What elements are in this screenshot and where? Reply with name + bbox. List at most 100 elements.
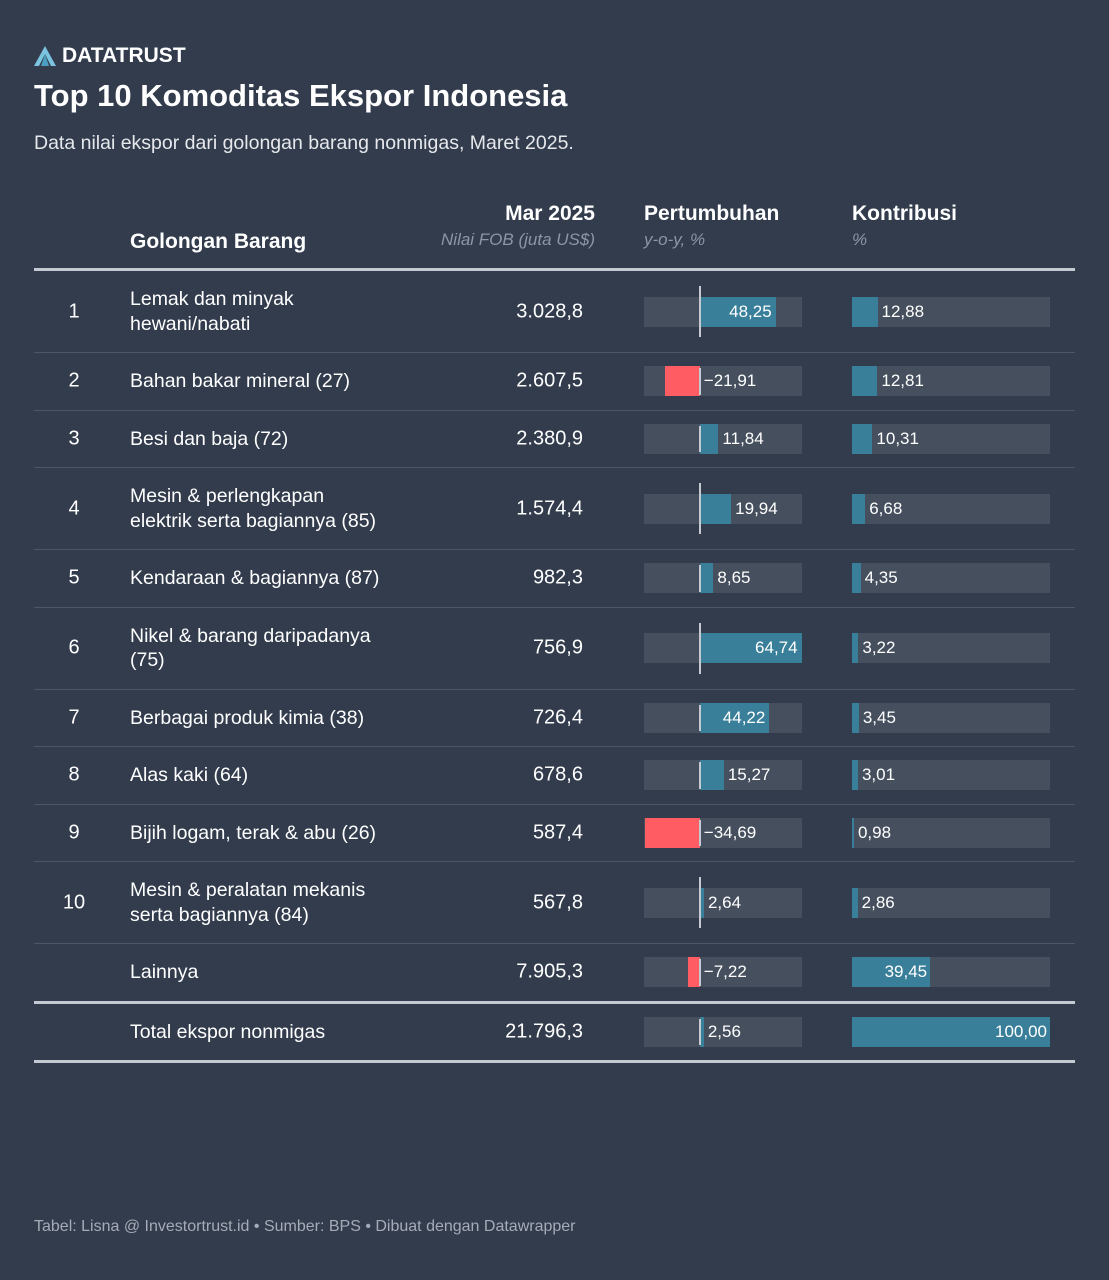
contrib-bar	[852, 633, 859, 663]
row-value: 2.380,9	[516, 427, 583, 450]
contrib-label: 3,22	[862, 638, 896, 657]
table-row: 7 Berbagai produk kimia (38) 726,4 44,22…	[34, 690, 1075, 747]
contrib-track: 12,81	[852, 366, 1050, 397]
table-row: 2 Bahan bakar mineral (27) 2.607,5 −21,9…	[34, 353, 1075, 411]
contrib-bar	[852, 493, 866, 524]
contrib-track: 12,88	[852, 296, 1050, 327]
brand: DATATRUST	[34, 44, 186, 68]
row-name: Berbagai produk kimia (38)	[130, 706, 365, 729]
contrib-label: 2,86	[861, 892, 895, 912]
contrib-track: 3,45	[852, 702, 1050, 733]
row-rank: 7	[68, 706, 80, 729]
contrib-track: 0,98	[852, 817, 1050, 848]
contrib-track: 3,01	[852, 760, 1050, 791]
contrib-label: 4,35	[864, 568, 898, 588]
growth-label: 44,22	[722, 707, 766, 727]
growth-bar	[645, 817, 700, 848]
growth-track: 2,56	[644, 1016, 802, 1047]
zero-line	[699, 286, 701, 337]
growth-label: 15,27	[727, 765, 771, 785]
zero-line	[699, 425, 701, 452]
growth-bar	[699, 702, 770, 733]
growth-label: 64,74	[755, 638, 798, 657]
growth-bar	[699, 423, 719, 454]
zero-line	[699, 704, 701, 731]
header-growth-sub: y-o-y, %	[644, 230, 706, 249]
data-table: Golongan Barang Mar 2025 Nilai FOB (juta…	[34, 196, 1075, 1063]
growth-track: 2,64	[644, 887, 802, 918]
brand-name: DATATRUST	[62, 44, 186, 67]
growth-track: −21,91	[644, 366, 802, 397]
row-value: 7.905,3	[516, 960, 583, 983]
contrib-label: 12,88	[881, 301, 925, 321]
contrib-bar	[852, 957, 931, 988]
row-rank: 1	[68, 300, 80, 322]
growth-label: −21,91	[703, 371, 757, 391]
header-value-sub: Nilai FOB (juta US$)	[441, 230, 595, 249]
row-rank: 10	[62, 891, 86, 913]
contrib-bar	[852, 817, 854, 848]
row-rank: 8	[68, 763, 80, 786]
growth-bar	[699, 296, 776, 327]
zero-line	[699, 819, 701, 846]
table-row: 3 Besi dan baja (72) 2.380,9 11,84 10,31	[34, 411, 1075, 468]
growth-bar	[665, 366, 700, 397]
growth-bar	[699, 633, 802, 663]
row-name: Mesin & perlengkapan elektrik serta bagi…	[130, 485, 377, 532]
growth-label: 2,64	[707, 892, 742, 912]
header-growth: Pertumbuhan	[644, 202, 780, 225]
growth-track: 15,27	[644, 760, 802, 791]
row-value: 2.607,5	[516, 369, 583, 392]
table-row: 10 Mesin & peralatan mekanis serta bagia…	[34, 862, 1075, 944]
growth-bar	[688, 957, 700, 988]
row-name: Kendaraan & bagiannya (87)	[130, 567, 380, 589]
growth-label: 11,84	[722, 428, 764, 448]
growth-bar	[699, 760, 724, 791]
row-name: Mesin & peralatan mekanis serta bagianny…	[130, 879, 366, 926]
row-name: Alas kaki (64)	[130, 764, 249, 786]
zero-line	[699, 622, 701, 674]
zero-line	[699, 877, 701, 928]
footer-credit: Tabel: Lisna @ Investortrust.id • Sumber…	[34, 1218, 576, 1235]
zero-line	[699, 483, 701, 534]
contrib-track: 100,00	[852, 1016, 1050, 1047]
growth-bar	[699, 887, 704, 918]
header-contrib: Kontribusi	[852, 202, 957, 225]
zero-line	[699, 762, 701, 789]
contrib-bar	[852, 760, 858, 791]
table-row: 8 Alas kaki (64) 678,6 15,27 3,01	[34, 747, 1075, 805]
header-name: Golongan Barang	[130, 230, 307, 253]
row-name: Lainnya	[130, 961, 199, 983]
contrib-label: 3,01	[861, 765, 896, 785]
chart-title: Top 10 Komoditas Ekspor Indonesia	[34, 78, 568, 113]
growth-track: 48,25	[644, 296, 802, 327]
table-row: 9 Bijih logam, terak & abu (26) 587,4 −3…	[34, 805, 1075, 862]
contrib-track: 4,35	[852, 563, 1050, 594]
row-rank: 3	[68, 427, 80, 450]
growth-bar	[699, 1016, 704, 1047]
growth-label: −34,69	[703, 822, 757, 842]
row-name: Besi dan baja (72)	[130, 427, 289, 450]
contrib-track: 3,22	[852, 633, 1050, 663]
row-rank: 5	[68, 566, 80, 589]
chart-subtitle: Data nilai ekspor dari golongan barang n…	[34, 132, 574, 154]
row-value: 756,9	[532, 636, 583, 659]
growth-label: 2,56	[707, 1021, 741, 1041]
contrib-label: 10,31	[876, 428, 919, 448]
row-name: Bahan bakar mineral (27)	[130, 370, 351, 392]
contrib-bar	[852, 887, 858, 918]
contrib-bar	[852, 366, 878, 397]
row-value: 21.796,3	[505, 1020, 583, 1043]
table-row: 5 Kendaraan & bagiannya (87) 982,3 8,65 …	[34, 550, 1075, 608]
growth-label: −7,22	[703, 962, 747, 982]
row-value: 678,6	[532, 763, 583, 786]
contrib-track: 6,68	[852, 493, 1050, 524]
header-value: Mar 2025	[505, 202, 595, 225]
row-value: 982,3	[532, 566, 583, 589]
growth-track: 19,94	[644, 493, 802, 524]
contrib-bar	[852, 1016, 1050, 1047]
table-row: Total ekspor nonmigas 21.796,3 2,56 100,…	[34, 1004, 1075, 1063]
table-row: 6 Nikel & barang daripadanya (75) 756,9 …	[34, 608, 1075, 690]
row-rank: 9	[68, 821, 80, 844]
contrib-track: 39,45	[852, 957, 1050, 988]
